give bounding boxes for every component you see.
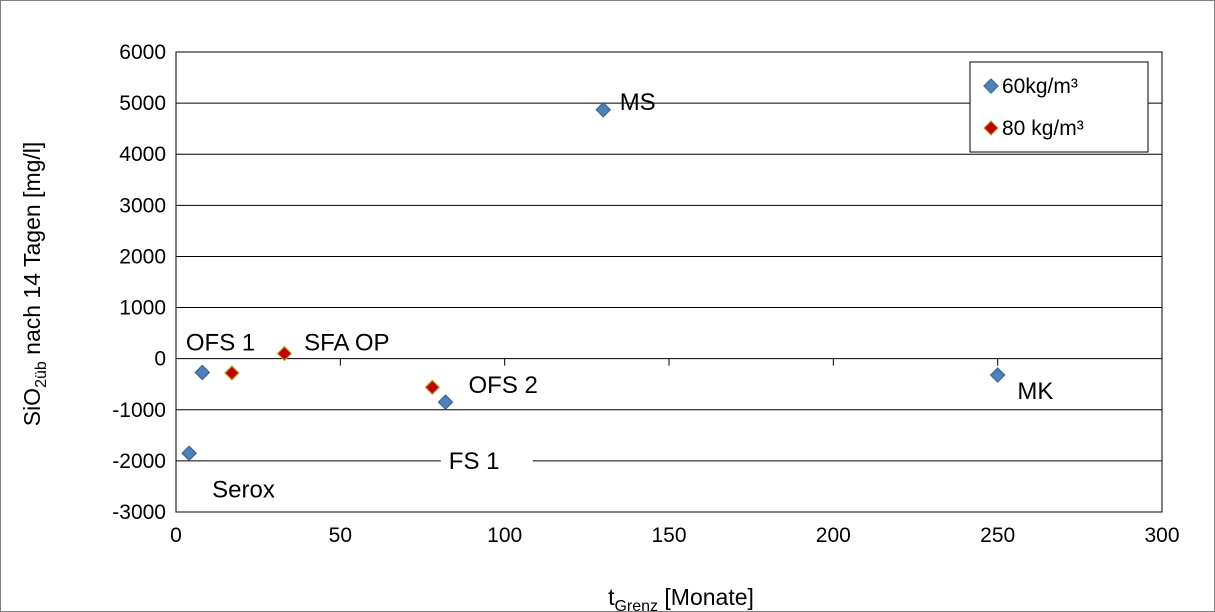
y-tick-label: 3000 — [119, 194, 166, 217]
legend-label: 80 kg/m³ — [1002, 117, 1084, 140]
x-tick-label: 250 — [980, 524, 1015, 547]
legend-label: 60kg/m³ — [1002, 75, 1078, 98]
y-tick-label: 6000 — [119, 41, 166, 64]
data-point-series-1 — [194, 364, 211, 381]
x-tick-label: 50 — [329, 524, 352, 547]
data-point-series-2 — [276, 345, 293, 362]
legend-marker — [983, 78, 999, 94]
y-axis-title: SiO2üb nach 14 Tagen [mg/l] — [19, 142, 50, 427]
annotation-label: FS 1 — [449, 448, 500, 475]
annotation-label: OFS 2 — [469, 372, 538, 399]
x-tick-label: 200 — [816, 524, 851, 547]
annotation-bg — [440, 444, 533, 475]
annotation-label: OFS 1 — [186, 329, 255, 356]
y-tick-label: -1000 — [112, 399, 166, 422]
y-tick-label: 0 — [154, 348, 166, 371]
data-point-series-1 — [181, 445, 197, 462]
data-point-series-1 — [595, 101, 612, 118]
y-tick-label: -3000 — [112, 501, 166, 524]
x-tick-label: 150 — [651, 524, 686, 547]
y-tick-label: 5000 — [119, 92, 166, 115]
y-tick-label: 1000 — [119, 297, 166, 320]
y-tick-label: -2000 — [112, 450, 166, 473]
data-point-series-2 — [224, 365, 240, 381]
y-tick-label: 4000 — [119, 143, 166, 166]
data-point-series-1 — [989, 367, 1006, 383]
legend-marker — [983, 120, 999, 136]
annotation-label: SFA OP — [304, 329, 389, 356]
y-tick-label: 2000 — [119, 245, 166, 268]
data-point-series-2 — [424, 379, 441, 396]
annotation-label: MS — [620, 89, 656, 116]
annotation-label: MK — [1017, 378, 1053, 405]
x-tick-label: 0 — [170, 524, 182, 547]
legend-box — [969, 61, 1149, 153]
data-point-series-1 — [437, 394, 454, 410]
x-tick-label: 100 — [487, 524, 522, 547]
annotation-label: Serox — [212, 477, 275, 504]
x-tick-label: 300 — [1144, 524, 1179, 547]
x-axis-title: tGrenz [Monate] — [608, 584, 754, 612]
